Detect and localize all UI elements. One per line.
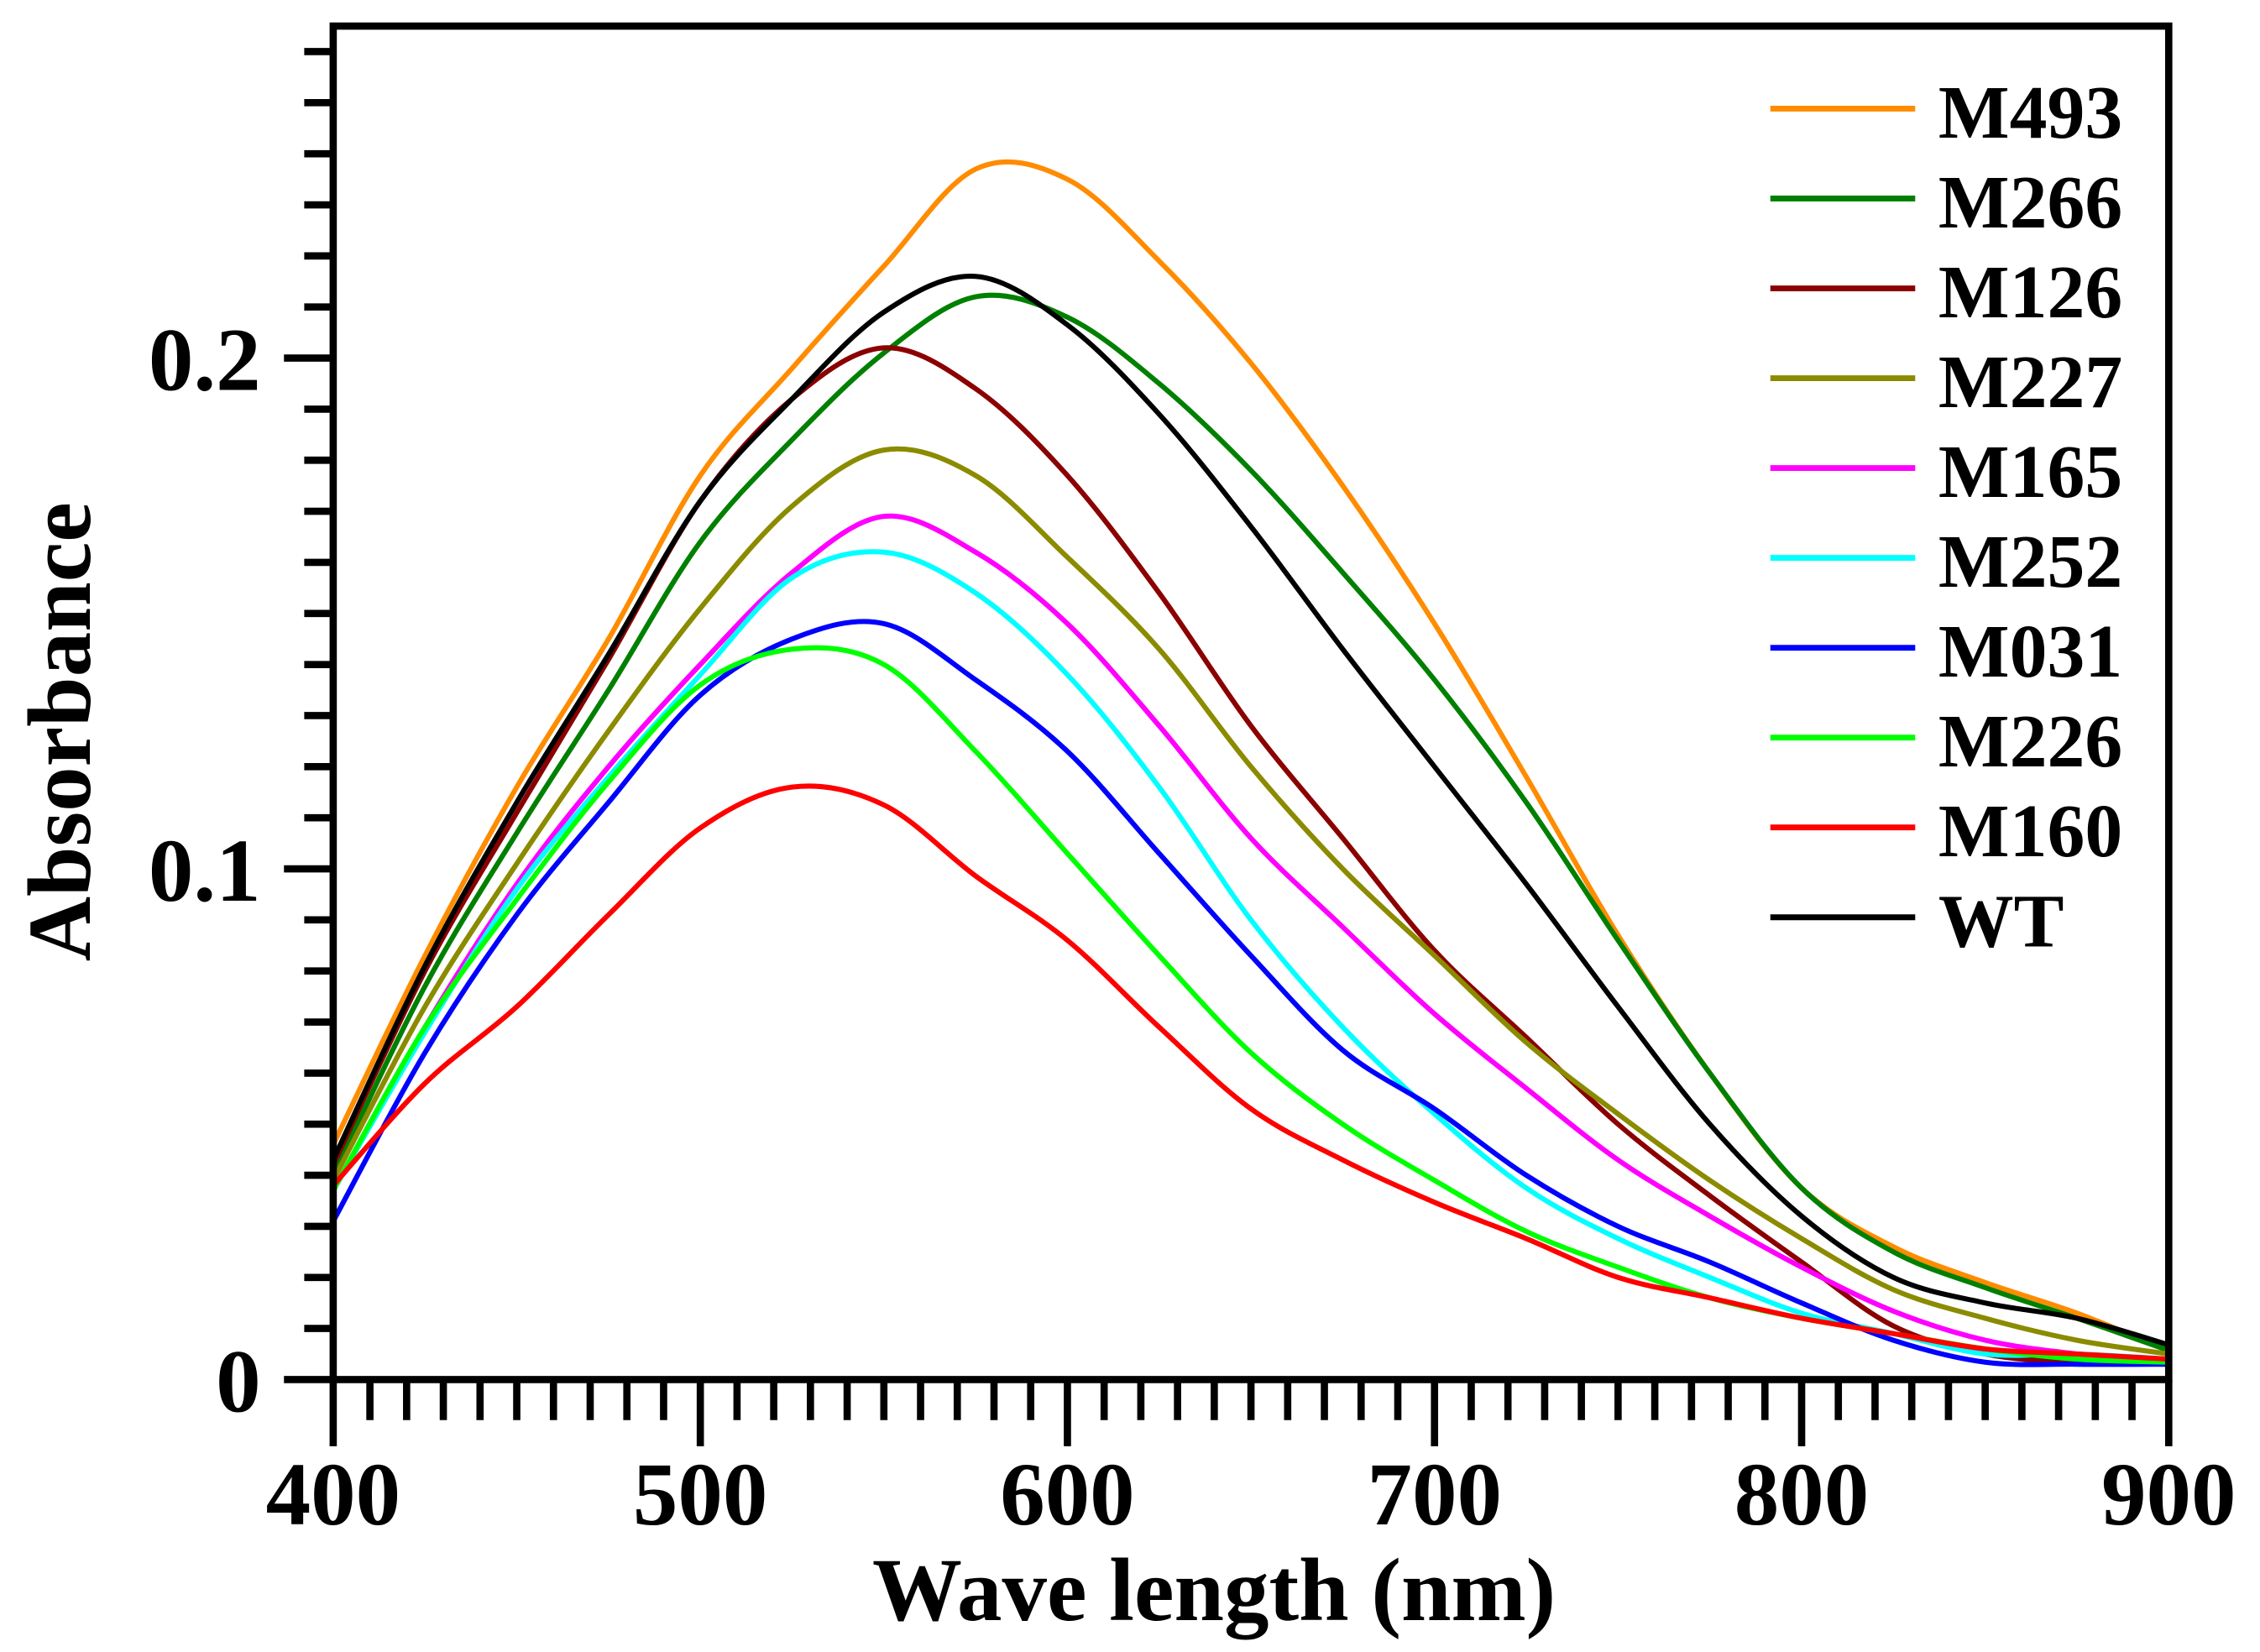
legend-label: WT (1938, 880, 2064, 963)
x-tick-label: 900 (2101, 1446, 2236, 1545)
y-tick-label: 0 (216, 1332, 260, 1431)
series-line-m031 (331, 619, 2169, 1367)
x-tick-label: 400 (266, 1446, 400, 1545)
legend-label: M226 (1938, 700, 2122, 783)
y-tick-labels: 0 0.1 0.2 (149, 311, 261, 1432)
legend-item-m031: M031 (1770, 610, 2122, 693)
series-line-m160 (331, 783, 2169, 1362)
legend-label: M227 (1938, 341, 2122, 424)
legend-label: M031 (1938, 610, 2122, 693)
legend-item-m266: M266 (1770, 161, 2122, 244)
legend-item-m160: M160 (1770, 790, 2122, 873)
y-axis-label: Absorbance (11, 502, 110, 961)
y-tick-label: 0.2 (149, 311, 261, 410)
series-line-m165 (331, 513, 2169, 1365)
x-axis-label: Wave length (nm) (872, 1541, 1556, 1640)
x-tick-label: 500 (633, 1446, 767, 1545)
series-line-m252 (331, 549, 2169, 1362)
axis-ticks (284, 48, 2173, 1446)
y-tick-label: 0.1 (149, 822, 261, 921)
legend-label: M165 (1938, 431, 2122, 514)
legend-item-m226: M226 (1770, 700, 2122, 783)
series-line-m266 (331, 292, 2170, 1353)
x-tick-label: 800 (1734, 1446, 1869, 1545)
series-line-m126 (331, 345, 2169, 1366)
series-line-m493 (331, 159, 2170, 1353)
legend-item-m493: M493 (1770, 71, 2122, 154)
series-lines (331, 159, 2170, 1367)
x-tick-labels: 400 500 600 700 800 900 (266, 1446, 2236, 1545)
legend-label: M493 (1938, 71, 2122, 154)
legend-item-m165: M165 (1770, 431, 2122, 514)
series-line-m227 (331, 446, 2169, 1357)
legend-item-m126: M126 (1770, 251, 2122, 334)
legend-label: M126 (1938, 251, 2122, 334)
series-line-wt (331, 274, 2170, 1347)
series-line-m226 (331, 645, 2169, 1365)
x-tick-label: 700 (1367, 1446, 1501, 1545)
legend-item-m252: M252 (1770, 520, 2122, 604)
legend-label: M266 (1938, 161, 2122, 244)
x-tick-label: 600 (1000, 1446, 1134, 1545)
legend-label: M252 (1938, 520, 2122, 604)
plot-frame (329, 22, 2173, 1383)
legend-item-m227: M227 (1770, 341, 2122, 424)
legend-label: M160 (1938, 790, 2122, 873)
legend-item-wt: WT (1770, 880, 2064, 963)
